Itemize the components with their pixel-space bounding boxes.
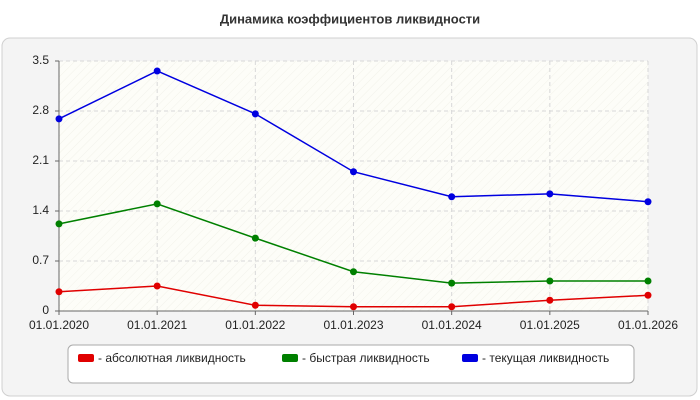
data-point <box>153 200 161 208</box>
y-tick-label: 3.5 <box>32 53 49 67</box>
legend-swatch <box>282 354 298 362</box>
data-point <box>448 279 456 287</box>
data-point <box>153 67 161 75</box>
data-point <box>55 288 63 296</box>
data-point <box>546 296 554 304</box>
data-point <box>251 234 259 242</box>
data-point <box>251 110 259 118</box>
data-point <box>153 282 161 290</box>
data-point <box>644 277 652 285</box>
x-tick-label: 01.01.2025 <box>520 318 580 332</box>
data-point <box>644 291 652 299</box>
y-tick-label: 1.4 <box>32 203 49 217</box>
y-tick-label: 0.7 <box>32 253 49 267</box>
data-point <box>644 198 652 206</box>
data-point <box>350 168 357 176</box>
data-point <box>251 301 259 309</box>
data-point <box>55 220 63 228</box>
legend-label: - абсолютная ликвидность <box>98 351 246 365</box>
x-tick-label: 01.01.2021 <box>127 318 187 332</box>
y-tick-label: 2.1 <box>32 153 49 167</box>
x-tick-label: 01.01.2020 <box>29 318 89 332</box>
legend-swatch <box>462 354 478 362</box>
data-point <box>448 193 456 201</box>
y-tick-label: 2.8 <box>32 103 49 117</box>
x-tick-label: 01.01.2023 <box>323 318 383 332</box>
x-tick-label: 01.01.2026 <box>618 318 678 332</box>
x-tick-label: 01.01.2024 <box>422 318 482 332</box>
data-point <box>350 268 357 276</box>
x-tick-label: 01.01.2022 <box>225 318 285 332</box>
legend-label: - быстрая ликвидность <box>302 351 430 365</box>
chart-title: Динамика коэффициентов ликвидности <box>220 11 480 26</box>
legend <box>67 344 635 384</box>
y-tick-label: 0 <box>42 303 49 317</box>
data-point <box>448 303 456 311</box>
data-point <box>546 277 554 285</box>
data-point <box>546 190 554 198</box>
data-point <box>350 303 357 311</box>
legend-label: - текущая ликвидность <box>482 351 609 365</box>
legend-swatch <box>78 354 94 362</box>
data-point <box>55 115 63 123</box>
